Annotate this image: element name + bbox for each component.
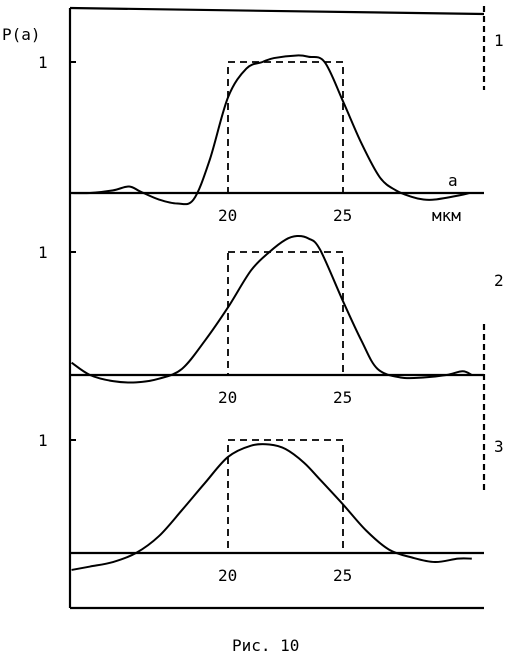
x-axis-label: a bbox=[448, 171, 458, 190]
panel-2-ytick: 1 bbox=[38, 243, 48, 262]
y-axis-label: P(a) bbox=[2, 25, 41, 44]
top-line bbox=[69, 6, 485, 16]
panel-1-xtick-25: 25 bbox=[333, 206, 352, 225]
panel-2: 1 20 25 2 bbox=[38, 234, 504, 407]
panel-2-xtick-25: 25 bbox=[333, 388, 352, 407]
panel-1-label: 1 bbox=[494, 31, 504, 50]
panel-3-label: 3 bbox=[494, 437, 504, 456]
panel-2-rectangle bbox=[227, 251, 344, 376]
panel-3: 1 20 25 3 bbox=[38, 431, 504, 585]
panel-1-curve bbox=[71, 54, 470, 206]
panel-3-rectangle bbox=[227, 439, 344, 554]
panel-1: 1 20 25 1 bbox=[38, 31, 504, 225]
panel-2-label: 2 bbox=[494, 271, 504, 290]
figure-caption: Рис. 10 bbox=[232, 636, 299, 655]
panel-2-curve bbox=[71, 234, 473, 384]
panel-1-rectangle bbox=[227, 61, 344, 194]
panel-2-xtick-20: 20 bbox=[218, 388, 237, 407]
panel-3-xtick-20: 20 bbox=[218, 566, 237, 585]
panel-3-curve bbox=[71, 443, 472, 571]
unit-label: мкм bbox=[432, 206, 461, 225]
panel-1-ytick: 1 bbox=[38, 53, 48, 72]
panel-3-ytick: 1 bbox=[38, 431, 48, 450]
panel-3-xtick-25: 25 bbox=[333, 566, 352, 585]
panel-1-xtick-20: 20 bbox=[218, 206, 237, 225]
